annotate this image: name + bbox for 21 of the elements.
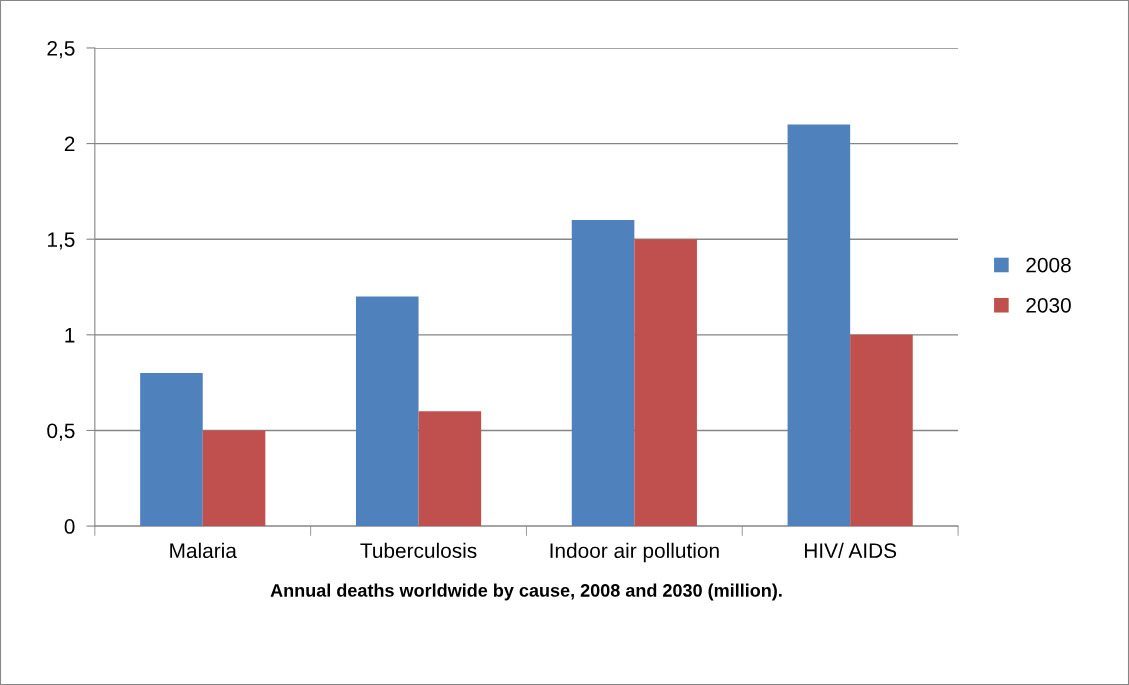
bar [787,124,851,527]
bar [140,373,203,527]
bar [571,220,635,527]
x-tick-label: Indoor air pollution [550,542,719,563]
x-tick-label: Tuberculosis [360,542,477,559]
bar [355,296,419,527]
y-tick-label: 2 [64,136,75,152]
y-tick-label: 0 [64,519,75,534]
x-tick-label: Malaria [170,542,237,559]
legend-label: 2030 [1026,297,1071,313]
x-tick-label: HIV/ AIDS [804,542,897,559]
bar [850,334,913,527]
bar [634,239,697,527]
bar [202,430,266,527]
text: Annual deaths worldwide by cause, 2008 and 2030 (million). [270,583,782,601]
y-tick-label: 1 [65,328,75,343]
y-tick-label: 1,5 [48,232,75,250]
y-tick-label: 2,5 [47,40,75,59]
y-tick-label: 0,5 [47,423,75,441]
bar [418,411,482,527]
legend-label: 2008 [1026,257,1071,273]
